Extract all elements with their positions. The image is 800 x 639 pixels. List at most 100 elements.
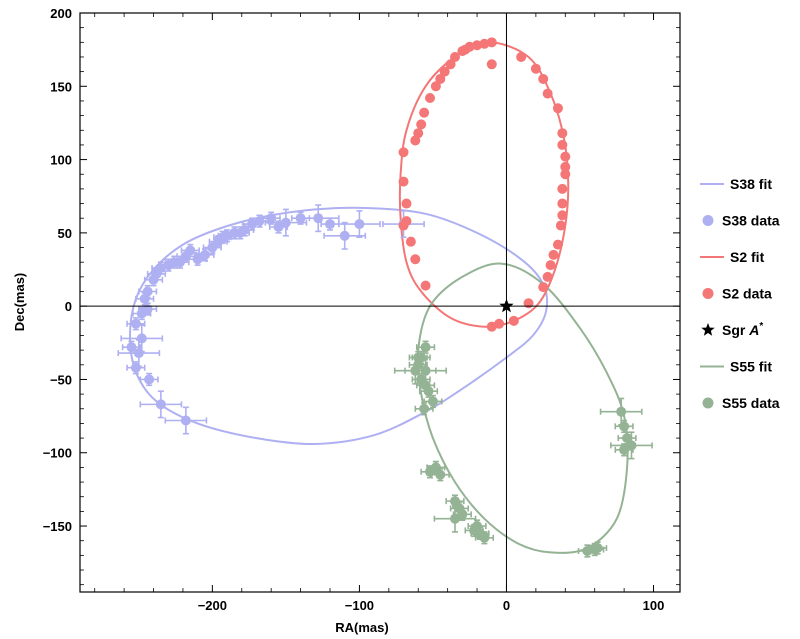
data-marker: [560, 169, 571, 180]
s38-data-point: [138, 284, 158, 299]
data-marker: [142, 304, 153, 315]
data-marker: [560, 161, 571, 172]
legend-item-s38-dot: S38 data: [702, 213, 780, 229]
s2-data-point: [445, 59, 456, 70]
s38-data-point: [320, 217, 340, 231]
s2-data-point: [410, 135, 421, 146]
s38-data-point: [230, 226, 250, 240]
data-marker: [622, 433, 633, 444]
data-marker: [494, 318, 505, 329]
data-marker: [555, 220, 566, 231]
legend-star-swatch: [701, 323, 715, 336]
s38-data-point: [296, 204, 340, 233]
s2-data-point: [416, 119, 427, 130]
s2-data-point: [420, 280, 431, 291]
y-tick-label: −150: [43, 519, 72, 534]
data-marker: [413, 352, 424, 363]
data-marker: [425, 93, 435, 104]
data-marker: [552, 103, 563, 114]
data-marker: [169, 257, 180, 268]
data-marker: [398, 220, 409, 231]
s38-data-point: [164, 255, 184, 269]
s2-data-point: [405, 236, 416, 247]
s2-data-point: [552, 103, 563, 114]
legend-dot-swatch: [702, 288, 714, 299]
data-marker: [427, 396, 438, 407]
s2-data-point: [398, 220, 409, 231]
s38-data-point: [180, 243, 200, 258]
s2-data-point: [538, 73, 549, 84]
legend-item-sgra-star: Sgr A*: [701, 321, 763, 338]
plot-area: [117, 37, 653, 558]
data-marker: [155, 399, 166, 410]
data-marker: [560, 151, 571, 162]
s2-data-point: [523, 298, 534, 309]
data-marker: [439, 66, 450, 77]
s2-data-point: [542, 88, 553, 99]
data-marker: [619, 444, 630, 455]
data-marker: [142, 286, 153, 297]
s55-data-point: [610, 431, 653, 460]
data-marker: [592, 543, 603, 554]
data-marker: [626, 440, 637, 451]
data-marker: [401, 198, 412, 209]
s2-data-point: [530, 63, 541, 74]
s2-data-point: [430, 81, 441, 92]
data-marker: [416, 119, 427, 130]
legend-label: S55 data: [722, 395, 780, 411]
legend-label: Sgr A*: [722, 321, 763, 338]
s2-data-point: [557, 128, 568, 139]
data-marker: [508, 315, 519, 326]
data-marker: [616, 406, 627, 417]
legend-label: S2 fit: [730, 249, 765, 265]
s55-fit-curve: [416, 262, 629, 554]
data-marker: [423, 386, 434, 397]
s55-data-point: [414, 402, 434, 416]
data-marker: [192, 254, 203, 265]
data-marker: [126, 342, 137, 353]
data-marker: [450, 51, 460, 62]
data-marker: [516, 51, 527, 62]
s2-data-point: [494, 318, 505, 329]
s2-data-point: [557, 183, 568, 194]
s2-data-point: [398, 176, 409, 187]
data-marker: [339, 230, 350, 241]
s55-data-point: [614, 419, 634, 434]
data-marker: [430, 81, 441, 92]
s55-data-point: [418, 384, 439, 398]
x-tick-label: −200: [198, 598, 227, 613]
y-tick-label: 0: [65, 299, 72, 314]
legend-item-s38-line: S38 fit: [700, 176, 772, 192]
data-marker: [557, 128, 568, 139]
x-tick-label: −100: [345, 598, 374, 613]
data-marker: [557, 210, 568, 221]
s2-data-point: [401, 198, 412, 209]
s38-data-point: [268, 220, 289, 234]
data-marker: [469, 525, 480, 536]
data-marker: [420, 342, 431, 353]
data-marker: [530, 63, 541, 74]
s38-data-point: [126, 361, 146, 375]
data-marker: [538, 282, 549, 293]
data-marker: [185, 245, 196, 256]
axes: −200 −100 0 100 −150 −100 −50 0 50 100 150 200: [43, 6, 681, 613]
data-marker: [410, 365, 421, 376]
y-tick-label: 200: [50, 6, 72, 21]
data-marker: [523, 298, 534, 309]
legend: S38 fit S38 data S2 fit S2 data Sgr A* S55 fi…: [700, 176, 780, 411]
legend-item-s2-line: S2 fit: [700, 249, 765, 265]
s2-data-point: [557, 139, 568, 150]
s38-data-point: [120, 324, 164, 353]
s55-data-point: [433, 504, 477, 533]
s38-data-point: [249, 214, 270, 228]
data-marker: [619, 421, 630, 432]
s2-data-point: [557, 198, 568, 209]
data-marker: [538, 73, 549, 84]
s2-data-point: [548, 249, 559, 260]
legend-label: S38 data: [722, 213, 780, 229]
plot-frame: [79, 12, 681, 593]
s2-data-point: [398, 147, 409, 158]
s2-data-point: [552, 239, 563, 250]
s38-data-point: [139, 372, 159, 387]
legend-label: S38 fit: [730, 176, 772, 192]
